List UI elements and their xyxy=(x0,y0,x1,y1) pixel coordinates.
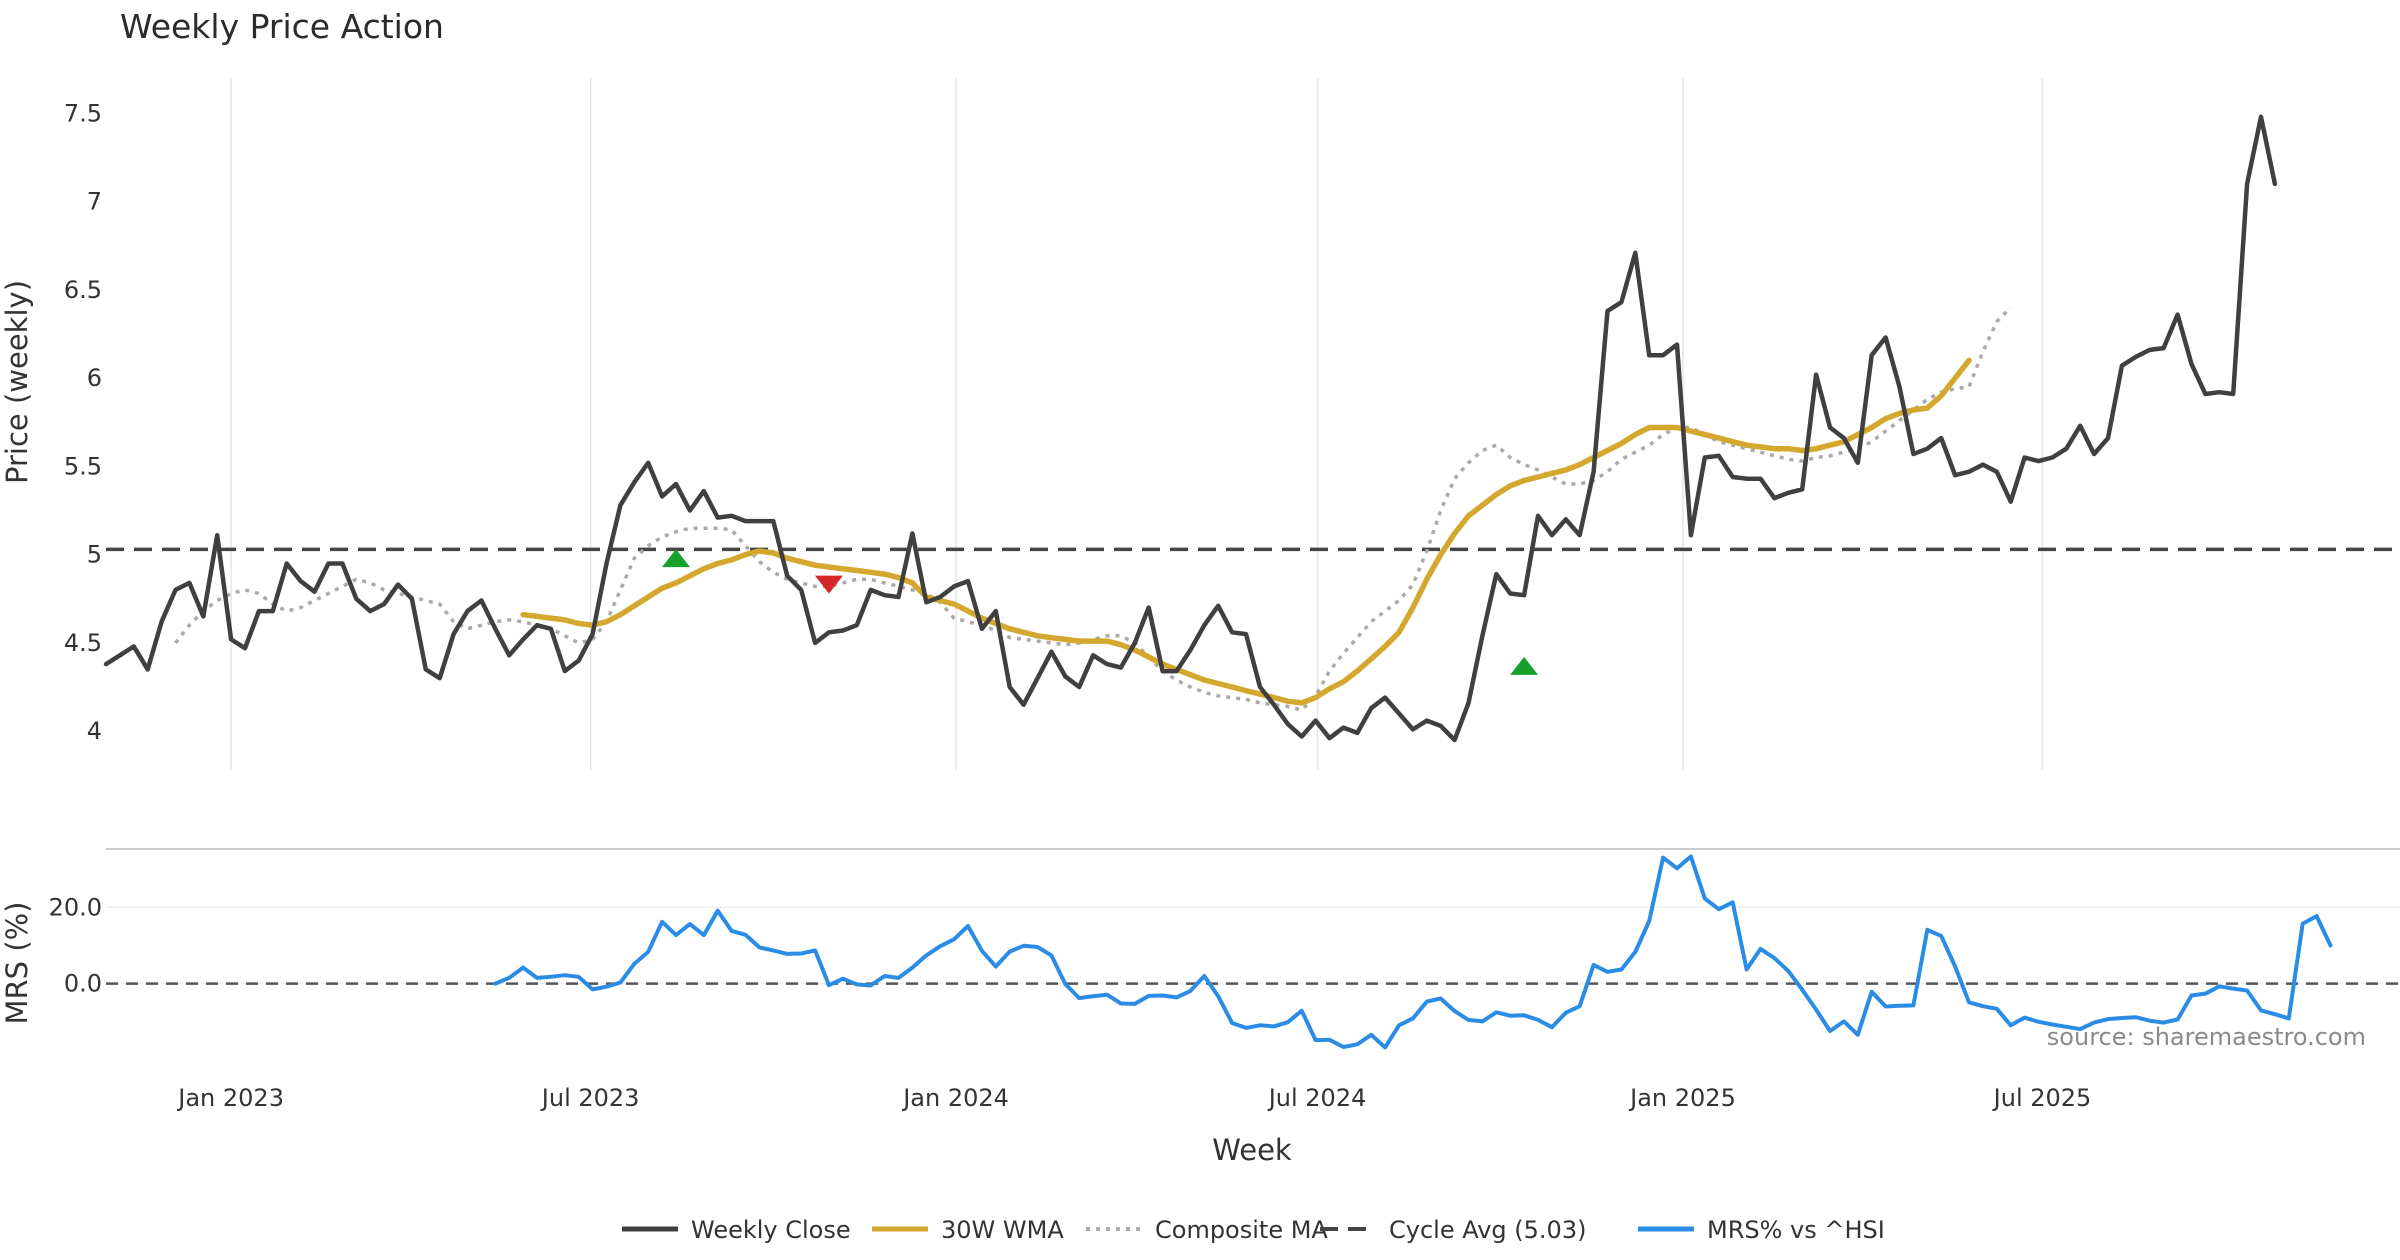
price-y-tick-label: 7 xyxy=(87,188,102,216)
price-y-tick-label: 6 xyxy=(87,364,102,392)
price-y-tick-label: 4 xyxy=(87,717,102,745)
chart-title: Weekly Price Action xyxy=(120,7,444,46)
sell-signal-marker xyxy=(814,575,843,594)
price-y-tick-label: 7.5 xyxy=(64,99,102,127)
legend-label: Cycle Avg (5.03) xyxy=(1389,1216,1586,1244)
price-y-tick-label: 6.5 xyxy=(64,276,102,304)
price-axis-title: Price (weekly) xyxy=(0,280,34,484)
x-tick-label: Jan 2025 xyxy=(1628,1084,1736,1112)
legend-label: MRS% vs ^HSI xyxy=(1707,1216,1885,1244)
price-y-tick-label: 5.5 xyxy=(64,452,102,480)
source-note: source: sharemaestro.com xyxy=(2047,1023,2366,1051)
grid xyxy=(106,78,2400,985)
legend-label: 30W WMA xyxy=(941,1216,1064,1244)
weekly-close-line xyxy=(103,114,2278,743)
x-tick-label: Jul 2024 xyxy=(1267,1084,1367,1112)
buy-signal-marker xyxy=(1510,656,1539,675)
wma-30w-line xyxy=(520,357,1972,706)
x-tick-label: Jul 2025 xyxy=(1992,1084,2092,1112)
series-lines xyxy=(103,114,2333,1050)
x-tick-label: Jul 2023 xyxy=(540,1084,640,1112)
x-tick-label: Jan 2024 xyxy=(901,1084,1009,1112)
price-y-tick-label: 4.5 xyxy=(64,629,102,657)
mrs-y-tick-label: 20.0 xyxy=(49,893,102,921)
mrs-line xyxy=(493,854,2333,1050)
signal-markers xyxy=(662,549,1539,675)
mrs-axis-title: MRS (%) xyxy=(0,902,34,1025)
price-y-tick-label: 5 xyxy=(87,541,102,569)
x-axis-title: Week xyxy=(1212,1133,1292,1167)
legend-label: Composite MA xyxy=(1155,1216,1328,1244)
x-tick-label: Jan 2023 xyxy=(176,1084,284,1112)
mrs-y-tick-label: 0.0 xyxy=(64,970,102,998)
axes: Jan 2023 Jul 2023 Jan 2024 Jul 2024 Jan 2025… xyxy=(49,99,2092,1112)
legend: Weekly Close 30W WMA Composite MA Cycle Avg… xyxy=(622,1216,1885,1244)
reference-lines xyxy=(106,547,2400,985)
buy-signal-marker xyxy=(662,549,691,568)
legend-label: Weekly Close xyxy=(691,1216,851,1244)
